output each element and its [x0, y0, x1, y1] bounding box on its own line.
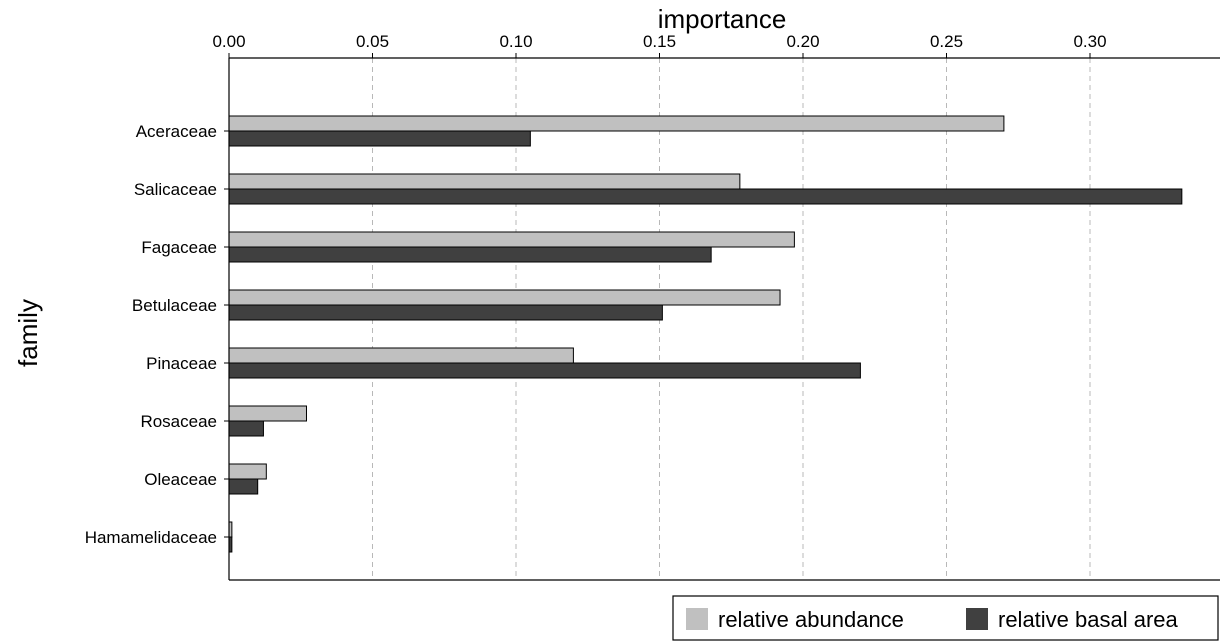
y-category-labels: Aceraceae Salicaceae Fagaceae Betulaceae Pin… — [85, 122, 229, 547]
bar-relative-basal-area-rosaceae — [228, 420, 264, 437]
legend-label-1: relative basal area — [998, 607, 1179, 632]
legend-swatch-0 — [686, 608, 708, 630]
bar-relative-basal-area-pinaceae — [228, 362, 861, 379]
y-category-label-5: Rosaceae — [140, 412, 217, 431]
legend-label-0: relative abundance — [718, 607, 904, 632]
y-category-label-3: Betulaceae — [132, 296, 217, 315]
y-category-label-2: Fagaceae — [141, 238, 217, 257]
x-tick-label-1: 0.05 — [356, 32, 389, 51]
bar-relative-abundance-salicaceae — [228, 173, 741, 190]
bars — [228, 115, 1183, 553]
bar-relative-abundance-oleaceae — [228, 463, 267, 480]
x-tick-label-4: 0.20 — [786, 32, 819, 51]
y-category-label-6: Oleaceae — [144, 470, 217, 489]
x-tick-label-5: 0.25 — [930, 32, 963, 51]
y-category-label-7: Hamamelidaceae — [85, 528, 217, 547]
bar-relative-abundance-pinaceae — [228, 347, 574, 364]
bar-relative-basal-area-oleaceae — [228, 478, 259, 495]
y-category-label-4: Pinaceae — [146, 354, 217, 373]
x-tick-label-6: 0.30 — [1073, 32, 1106, 51]
x-tick-label-0: 0.00 — [212, 32, 245, 51]
y-axis-title: family — [13, 299, 43, 367]
bar-relative-basal-area-betulaceae — [228, 304, 663, 321]
legend-box — [672, 595, 1219, 641]
bar-relative-abundance-fagaceae — [228, 231, 795, 248]
legend-swatch-1 — [966, 608, 988, 630]
legend: relative abundance relative basal area — [672, 595, 1219, 641]
bar-relative-abundance-betulaceae — [228, 289, 781, 306]
x-ticks: 0.00 0.05 0.10 0.15 0.20 0.25 0.30 — [212, 32, 1107, 58]
y-category-label-0: Aceraceae — [136, 122, 217, 141]
x-axis-title: importance — [658, 4, 787, 34]
bar-relative-abundance-aceraceae — [228, 115, 1005, 132]
x-tick-label-3: 0.15 — [643, 32, 676, 51]
bar-relative-basal-area-aceraceae — [228, 130, 531, 147]
y-category-label-1: Salicaceae — [134, 180, 217, 199]
bar-relative-basal-area-salicaceae — [228, 188, 1183, 205]
bar-relative-basal-area-fagaceae — [228, 246, 712, 263]
axes — [228, 57, 1220, 581]
bar-relative-abundance-rosaceae — [228, 405, 307, 422]
x-tick-label-2: 0.10 — [499, 32, 532, 51]
